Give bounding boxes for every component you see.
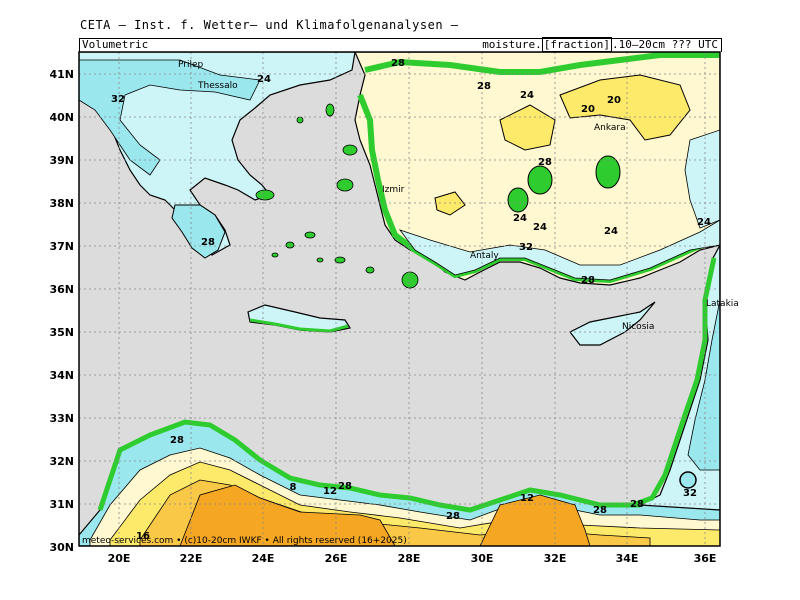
copyright-footer: meteo-services.com • (c)10-20cm IWKF • A… bbox=[82, 536, 407, 546]
africa-green-band bbox=[97, 419, 640, 513]
contour-label: 28 bbox=[391, 58, 405, 69]
peloponnese bbox=[171, 204, 226, 259]
contour-label: 8 bbox=[290, 482, 297, 493]
city-label: Nicosia bbox=[622, 322, 654, 332]
contour-label: 28 bbox=[593, 505, 607, 516]
variable-label: Volumetric bbox=[82, 38, 149, 51]
contour-label: 20 bbox=[581, 104, 595, 115]
levant-depression bbox=[679, 471, 697, 489]
contour-label: 24 bbox=[513, 213, 527, 224]
var-prefix: moisture. bbox=[482, 38, 542, 51]
lat-label: 39N bbox=[49, 154, 74, 167]
crete-green bbox=[249, 318, 349, 333]
contour-label: 28 bbox=[446, 511, 460, 522]
contour-label: 24 bbox=[533, 222, 547, 233]
greece-interior bbox=[79, 59, 261, 176]
contour-label: 28 bbox=[630, 499, 644, 510]
contour-label: 28 bbox=[477, 81, 491, 92]
contour-label: 28 bbox=[201, 237, 215, 248]
map-frame bbox=[78, 51, 721, 547]
contour-label: 24 bbox=[257, 74, 271, 85]
lat-label: 32N bbox=[49, 455, 74, 468]
lon-label: 28E bbox=[398, 552, 421, 565]
city-label: Antaly bbox=[470, 251, 499, 261]
lat-label: 37N bbox=[49, 240, 74, 253]
city-label: Prilep bbox=[178, 60, 204, 70]
lat-label: 36N bbox=[49, 283, 74, 296]
lon-label: 34E bbox=[616, 552, 639, 565]
anatolia-green-spots bbox=[507, 155, 621, 213]
lon-label: 26E bbox=[325, 552, 348, 565]
contour-label: 24 bbox=[604, 226, 618, 237]
contour-label: 32 bbox=[111, 94, 125, 105]
contour-label: 12 bbox=[323, 486, 337, 497]
lat-axis: 41N 40N 39N 38N 37N 36N 35N 34N 33N 32N … bbox=[49, 68, 74, 554]
anatolia-yellow-2 bbox=[559, 74, 691, 141]
contour-label: 24 bbox=[520, 90, 534, 101]
contour-label: 28 bbox=[581, 275, 595, 286]
contour-label: 28 bbox=[338, 481, 352, 492]
africa-orange bbox=[179, 484, 396, 546]
variable-description: moisture. [fraction] .10—20cm ??? UTC bbox=[482, 37, 718, 52]
contour-label: 24 bbox=[697, 217, 711, 228]
anatolia-cyan-east bbox=[684, 129, 720, 229]
contour-labels: 28 32 28 24 20 20 28 24 24 24 32 28 28 2… bbox=[111, 58, 711, 542]
lon-label: 20E bbox=[108, 552, 131, 565]
lat-label: 38N bbox=[49, 197, 74, 210]
anatolia-yellow-3 bbox=[434, 191, 466, 216]
lat-label: 34N bbox=[49, 369, 74, 382]
city-labels: Prilep Thessalo Izmir Ankara Antaly Nico… bbox=[178, 60, 739, 332]
map-title: CETA — Inst. f. Wetter— und Klimafolgena… bbox=[80, 18, 459, 32]
lon-axis: 20E 22E 24E 26E 28E 30E 32E 34E 36E bbox=[108, 552, 717, 565]
lon-label: 24E bbox=[252, 552, 275, 565]
contour-label: 32 bbox=[519, 242, 533, 253]
anatolia-north-band bbox=[364, 52, 720, 75]
contour-label: 28 bbox=[170, 435, 184, 446]
lat-label: 41N bbox=[49, 68, 74, 81]
city-label: Ankara bbox=[594, 123, 626, 133]
subtitle-box bbox=[79, 38, 722, 52]
var-unit: [fraction] bbox=[541, 37, 613, 52]
lon-label: 22E bbox=[180, 552, 203, 565]
city-label: Thessalo bbox=[197, 81, 238, 91]
city-label: Latakia bbox=[706, 299, 739, 309]
levant-inner bbox=[687, 299, 720, 471]
anatolia-yellow-1 bbox=[499, 104, 556, 151]
lat-label: 31N bbox=[49, 498, 74, 511]
lat-label: 40N bbox=[49, 111, 74, 124]
lat-label: 30N bbox=[49, 541, 74, 554]
lat-label: 33N bbox=[49, 412, 74, 425]
anatolia-cyan-south bbox=[398, 219, 720, 281]
contour-label: 28 bbox=[538, 157, 552, 168]
city-label: Izmir bbox=[382, 185, 405, 195]
lat-label: 35N bbox=[49, 326, 74, 339]
africa-orange-east bbox=[479, 494, 591, 546]
var-suffix: .10—20cm ??? UTC bbox=[612, 38, 718, 51]
lon-label: 32E bbox=[544, 552, 567, 565]
cyprus bbox=[569, 301, 656, 346]
graticule bbox=[79, 52, 720, 546]
greece-land bbox=[79, 52, 356, 256]
contour-label: 16 bbox=[136, 531, 150, 542]
aegean-islands bbox=[255, 103, 419, 289]
lon-label: 30E bbox=[471, 552, 494, 565]
contour-label: 12 bbox=[520, 493, 534, 504]
contour-label: 20 bbox=[607, 95, 621, 106]
contour-label: 32 bbox=[683, 488, 697, 499]
lon-label: 36E bbox=[694, 552, 717, 565]
